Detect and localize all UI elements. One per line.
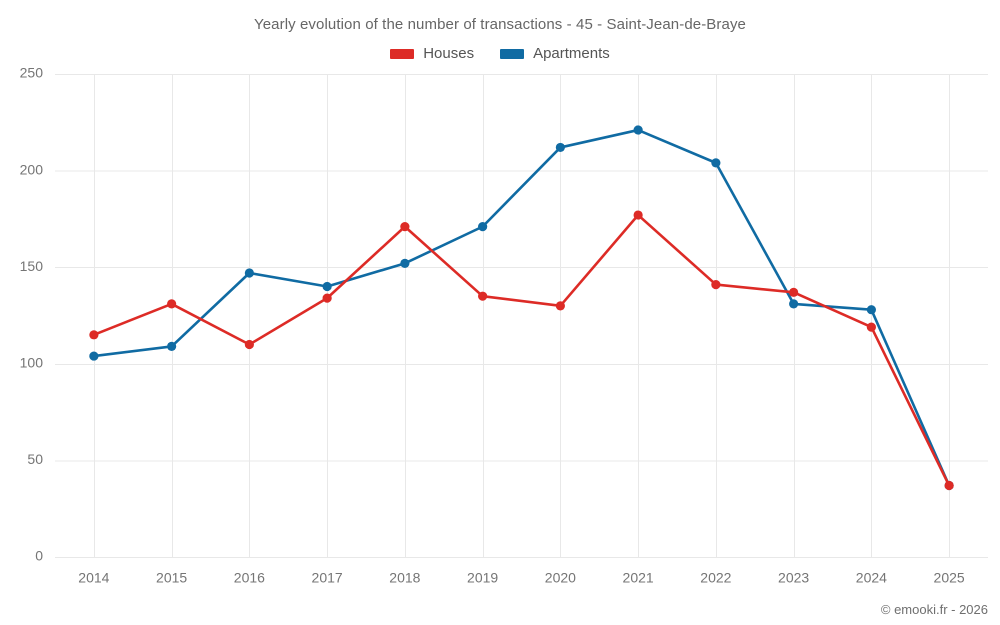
data-point-marker[interactable] — [400, 258, 410, 268]
x-axis-tick-label: 2015 — [156, 569, 187, 585]
x-axis-ticks: 2014 2015 2016 2017 2018 2019 2020 2021 2022 2023… — [78, 569, 965, 585]
x-axis-tick-label: 2019 — [467, 569, 498, 585]
chart-title: Yearly evolution of the number of transa… — [253, 16, 746, 33]
data-point-marker[interactable] — [789, 287, 799, 297]
data-point-marker[interactable] — [322, 293, 332, 303]
y-axis-ticks: 0 50 100 150 200 250 — [20, 65, 44, 564]
legend-item-houses[interactable]: Houses — [390, 45, 474, 62]
x-axis-tick-label: 2024 — [856, 569, 887, 585]
data-point-marker[interactable] — [555, 142, 565, 153]
legend-label-apartments: Apartments — [533, 45, 610, 62]
legend-color-swatch-houses — [390, 48, 415, 59]
x-axis-tick-label: 2023 — [778, 569, 809, 585]
x-axis-tick-label: 2014 — [78, 569, 109, 585]
legend-color-swatch-apartments — [500, 48, 525, 59]
data-point-marker[interactable] — [633, 210, 643, 220]
series-line-apartments — [92, 128, 951, 487]
y-axis-tick-label: 200 — [20, 161, 44, 177]
data-point-marker[interactable] — [633, 125, 643, 135]
data-point-marker[interactable] — [400, 222, 410, 232]
y-axis-tick-label: 150 — [20, 258, 44, 274]
x-axis-tick-label: 2021 — [623, 569, 654, 585]
legend-label-houses: Houses — [423, 45, 475, 62]
data-point-marker[interactable] — [478, 291, 488, 301]
data-point-marker[interactable] — [244, 339, 254, 350]
y-axis-tick-label: 0 — [35, 548, 43, 564]
series-layer — [89, 125, 954, 491]
data-point-marker[interactable] — [555, 301, 565, 311]
copyright-credit: © emooki.fr - 2026 — [880, 602, 988, 617]
data-point-marker[interactable] — [944, 480, 954, 491]
data-point-marker[interactable] — [789, 299, 799, 309]
data-point-marker[interactable] — [167, 299, 177, 309]
chart-legend: Houses Apartments — [0, 45, 1000, 62]
data-point-marker[interactable] — [244, 268, 254, 278]
y-axis-tick-label: 100 — [20, 355, 44, 371]
x-axis-tick-label: 2018 — [389, 569, 420, 585]
data-point-marker[interactable] — [711, 158, 721, 168]
data-point-marker[interactable] — [322, 281, 332, 292]
data-point-marker[interactable] — [866, 322, 876, 332]
data-point-marker[interactable] — [167, 341, 177, 352]
x-axis-tick-label: 2020 — [545, 569, 576, 585]
x-axis-tick-label: 2017 — [312, 569, 343, 585]
series-line-houses — [92, 213, 951, 487]
x-axis-tick-label: 2016 — [234, 569, 265, 585]
y-axis-tick-label: 250 — [20, 65, 44, 81]
y-axis-tick-label: 50 — [27, 451, 43, 467]
legend-item-apartments[interactable]: Apartments — [500, 45, 610, 62]
x-axis-tick-label: 2022 — [700, 569, 731, 585]
data-point-marker[interactable] — [866, 305, 876, 315]
grid-layer — [55, 74, 988, 558]
data-point-marker[interactable] — [89, 330, 99, 340]
data-point-marker[interactable] — [711, 279, 721, 290]
data-point-marker[interactable] — [89, 351, 99, 361]
data-point-marker[interactable] — [478, 222, 488, 232]
x-axis-tick-label: 2025 — [934, 569, 965, 585]
